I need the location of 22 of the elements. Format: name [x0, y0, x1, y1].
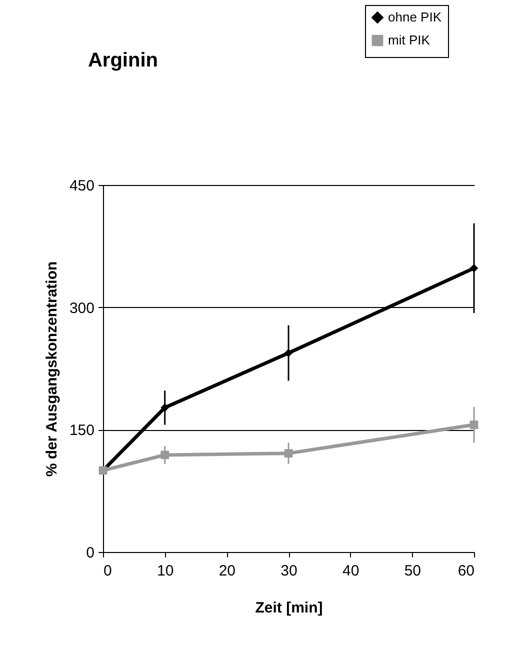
x-tick-label: 50	[404, 562, 422, 580]
x-tick-label: 10	[156, 562, 174, 580]
point	[160, 403, 170, 412]
x-tick-label: 20	[218, 562, 236, 580]
y-tick-label: 300	[69, 300, 94, 317]
x-axis-title: Zeit [min]	[255, 600, 323, 616]
legend-label: ohne PIK	[388, 10, 442, 24]
point	[160, 450, 170, 460]
x-tick-label: 60	[458, 562, 474, 580]
y-tick-label: 0	[86, 544, 94, 562]
point	[470, 420, 478, 429]
point	[470, 264, 478, 272]
legend-label: mit PIK	[388, 32, 430, 48]
chart-title: Arginin	[88, 50, 158, 72]
point	[284, 348, 293, 358]
y-tick-label: 150	[69, 422, 94, 440]
y-axis-title: % der Ausgangskonzentration	[43, 261, 60, 477]
x-tick-label: 40	[342, 562, 360, 580]
x-tick-label: 30	[280, 562, 298, 580]
x-tick-label: 0	[104, 562, 112, 580]
point	[284, 449, 293, 458]
y-tick-label: 450	[69, 178, 94, 194]
